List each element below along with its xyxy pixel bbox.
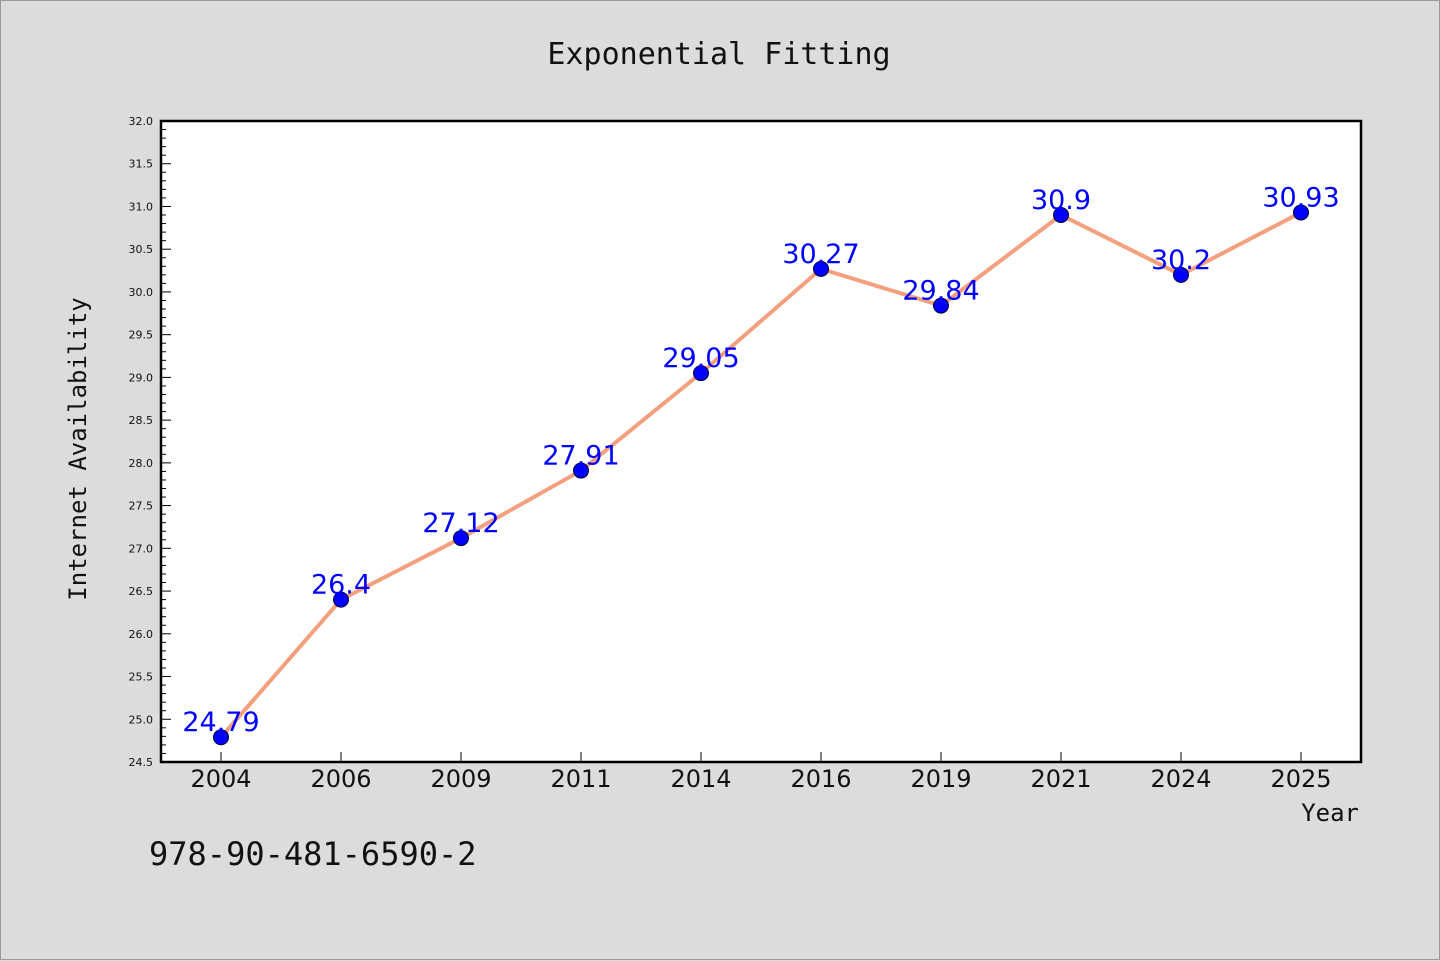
data-point [453, 530, 469, 547]
data-point [1293, 204, 1309, 221]
x-axis-ticks: 2004 2006 2009 2011 2014 2016 2019 2021 2024 2025 [190, 752, 1332, 793]
data-label: 30.9 [1031, 185, 1091, 216]
data-label: 24.79 [182, 707, 259, 738]
data-point [1173, 266, 1189, 283]
data-point [213, 729, 229, 746]
y-tick-label: 28.0 [129, 457, 154, 470]
x-tick-label: 2016 [790, 765, 851, 793]
data-point [573, 462, 589, 479]
y-tick-label: 31.5 [129, 158, 154, 171]
data-label: 29.84 [902, 276, 979, 307]
data-label: 26.4 [311, 570, 371, 601]
data-label: 30.27 [782, 239, 859, 270]
x-axis-label: Year [1301, 799, 1359, 827]
data-label: 30.2 [1151, 245, 1211, 276]
y-axis-label: Internet Availability [64, 297, 92, 600]
series-line [219, 210, 1303, 740]
y-tick-label: 31.0 [129, 200, 154, 213]
x-tick-label: 2025 [1270, 765, 1331, 793]
plot-background [161, 121, 1361, 762]
y-tick-label: 32.0 [129, 115, 154, 128]
x-tick-label: 2011 [550, 765, 611, 793]
x-tick-label: 2014 [670, 765, 731, 793]
y-tick-label: 28.5 [129, 414, 154, 427]
data-point [693, 365, 709, 382]
x-tick-label: 2006 [310, 765, 371, 793]
data-point [1053, 207, 1069, 224]
x-tick-label: 2019 [910, 765, 971, 793]
footnote-isbn: 978-90-481-6590-2 [149, 835, 477, 873]
x-tick-label: 2021 [1030, 765, 1091, 793]
data-point [813, 260, 829, 277]
x-tick-label: 2009 [430, 765, 491, 793]
y-tick-label: 27.5 [129, 500, 154, 513]
y-tick-label: 24.5 [129, 756, 154, 769]
data-label: 29.05 [662, 343, 739, 374]
y-tick-label: 30.5 [129, 243, 154, 256]
plot-area [161, 121, 1361, 762]
y-tick-label: 26.5 [129, 585, 154, 598]
plot-border [159, 119, 1363, 764]
data-label: 27.91 [542, 441, 619, 472]
data-labels-layer: 24.79 26.4 27.12 27.91 29.05 30.27 29.84 30.9 30… [182, 182, 1339, 738]
data-point [333, 591, 349, 608]
data-point [933, 297, 949, 314]
series-layer [213, 204, 1309, 746]
chart-title: Exponential Fitting [547, 37, 890, 72]
data-label: 27.12 [422, 508, 499, 539]
y-tick-label: 29.5 [129, 329, 154, 342]
y-tick-label: 29.0 [129, 371, 154, 384]
x-tick-label: 2004 [190, 765, 251, 793]
x-tick-label: 2024 [1150, 765, 1211, 793]
y-tick-label: 25.5 [129, 671, 154, 684]
y-tick-label: 25.0 [129, 713, 154, 726]
data-label: 30.93 [1262, 182, 1339, 213]
y-tick-label: 30.0 [129, 286, 154, 299]
y-tick-label: 27.0 [129, 542, 154, 555]
y-tick-label: 26.0 [129, 628, 154, 641]
